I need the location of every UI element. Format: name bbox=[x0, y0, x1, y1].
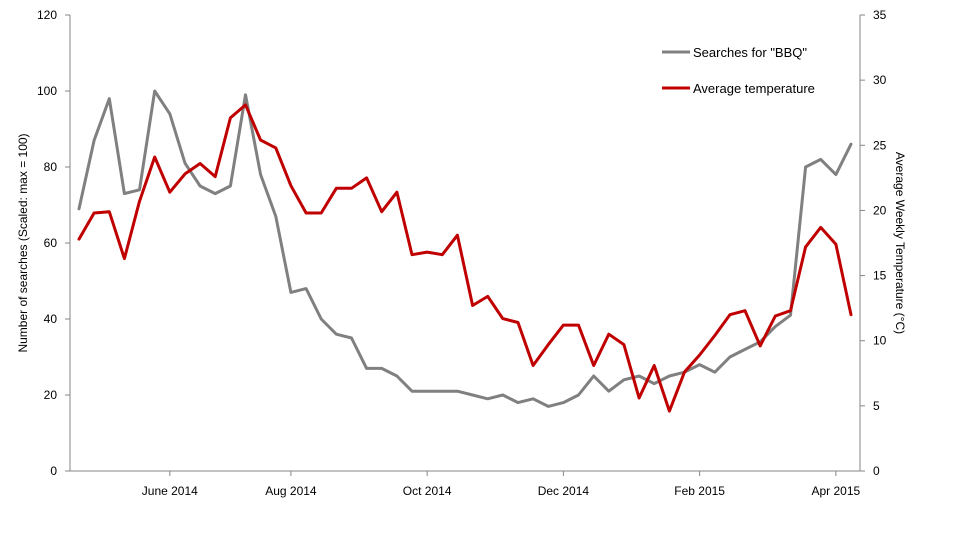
series-line-average-temperature bbox=[77, 103, 853, 413]
y-left-tick-label: 20 bbox=[44, 388, 58, 402]
y-right-tick-label: 10 bbox=[873, 334, 887, 348]
legend-label: Searches for "BBQ" bbox=[693, 45, 807, 60]
series-layer bbox=[77, 89, 853, 413]
legend-label: Average temperature bbox=[693, 81, 815, 96]
y-right-tick-label: 35 bbox=[873, 8, 887, 22]
y-axis-right-title: Average Weekly Temperature (°C) bbox=[893, 152, 907, 334]
x-tick-label: Apr 2015 bbox=[812, 484, 861, 498]
series-line-bbq-searches bbox=[77, 89, 853, 408]
y-right-tick-label: 20 bbox=[873, 203, 887, 217]
x-tick-label: June 2014 bbox=[142, 484, 198, 498]
y-left-tick-label: 60 bbox=[44, 236, 58, 250]
y-left-tick-label: 80 bbox=[44, 160, 58, 174]
x-tick-label: Oct 2014 bbox=[403, 484, 452, 498]
y-right-tick-label: 0 bbox=[873, 464, 880, 478]
x-tick-label: Aug 2014 bbox=[265, 484, 317, 498]
y-axis-left-title-group: Number of searches (Scaled: max = 100) bbox=[16, 133, 30, 352]
y-right-tick-label: 30 bbox=[873, 73, 887, 87]
y-axis-left-title: Number of searches (Scaled: max = 100) bbox=[16, 133, 30, 352]
y-axis-right-title-group: Average Weekly Temperature (°C) bbox=[893, 152, 907, 334]
axes: 0 20 40 60 80 100 120 0 5 10 15 20 25 30 35 June 2014 Au… bbox=[37, 8, 887, 498]
y-left-tick-label: 100 bbox=[37, 84, 57, 98]
y-left-tick-label: 0 bbox=[50, 464, 57, 478]
x-tick-label: Feb 2015 bbox=[674, 484, 725, 498]
y-right-tick-label: 25 bbox=[873, 138, 887, 152]
y-right-tick-label: 5 bbox=[873, 399, 880, 413]
legend: Searches for "BBQ" Average temperature bbox=[662, 45, 815, 96]
x-tick-label: Dec 2014 bbox=[538, 484, 590, 498]
y-left-tick-label: 40 bbox=[44, 312, 58, 326]
y-left-tick-label: 120 bbox=[37, 8, 57, 22]
y-right-tick-label: 15 bbox=[873, 269, 887, 283]
